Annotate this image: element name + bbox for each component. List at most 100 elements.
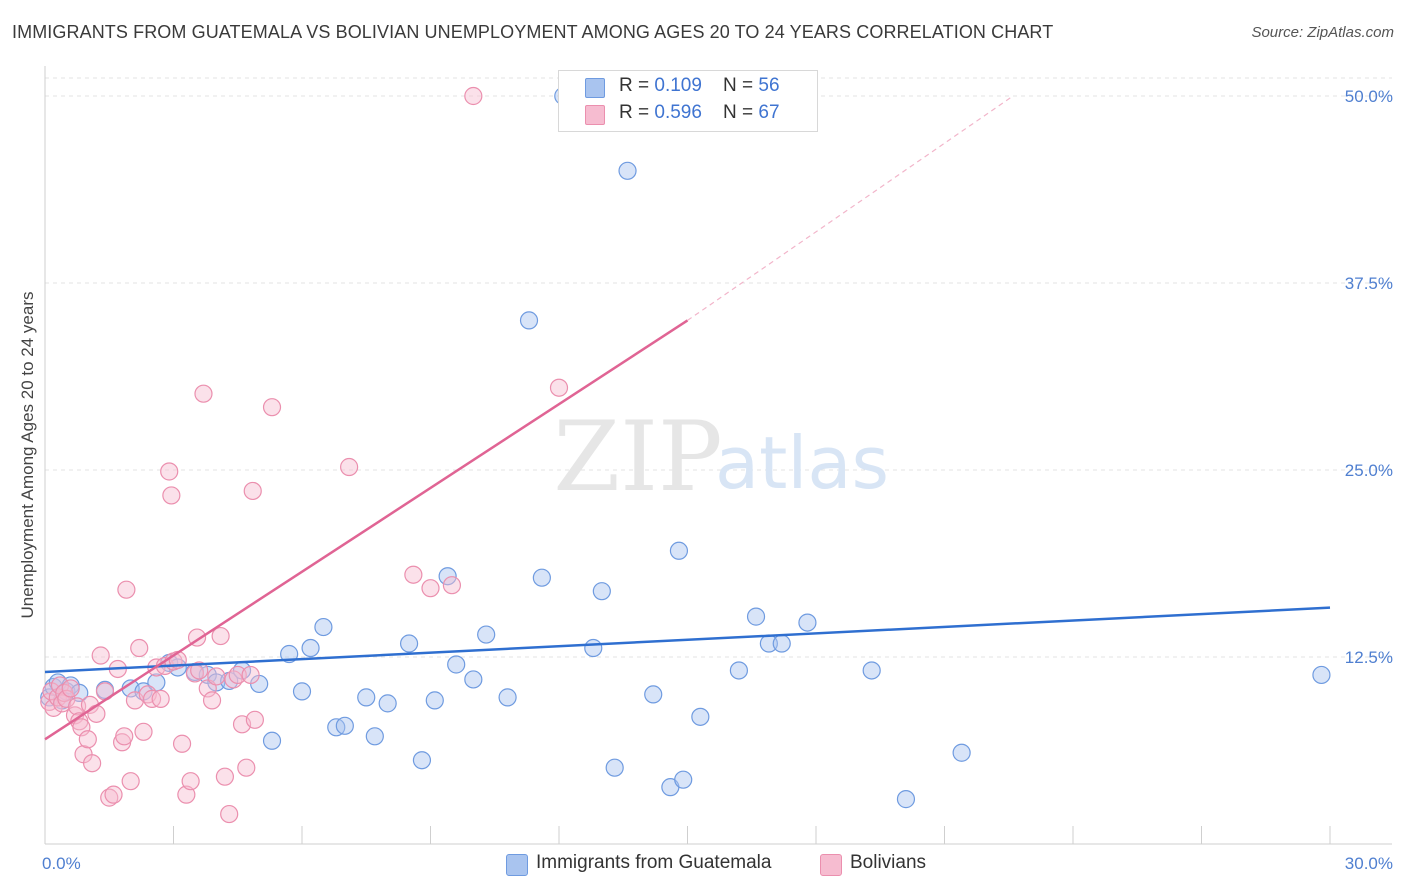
data-point: [399, 634, 419, 653]
data-point: [729, 661, 749, 680]
series-bolivians: [40, 86, 569, 824]
data-point: [605, 758, 624, 777]
data-point: [378, 694, 397, 713]
data-point: [442, 576, 462, 595]
data-point: [644, 685, 663, 704]
x-tick-label: 0.0%: [42, 854, 81, 873]
data-point: [421, 579, 440, 598]
grid-lines: [45, 77, 1392, 658]
trend-lines: [44, 95, 1331, 741]
data-point: [181, 772, 200, 791]
data-point: [115, 727, 134, 746]
data-point: [160, 462, 179, 481]
data-point: [862, 661, 881, 680]
data-point: [669, 541, 689, 560]
data-point: [245, 710, 264, 729]
data-point: [162, 486, 181, 505]
data-point: [194, 384, 213, 403]
data-point: [228, 665, 247, 685]
data-point: [340, 457, 359, 477]
n-value: 56: [758, 75, 780, 96]
x-tick-labels: 0.0% 30.0%: [42, 854, 1393, 873]
data-point: [532, 568, 551, 587]
data-point: [477, 625, 496, 644]
data-point: [357, 688, 376, 707]
y-tick-label: 25.0%: [1345, 461, 1393, 480]
watermark-atlas: atlas: [715, 421, 889, 505]
n-label: N =: [723, 75, 759, 96]
data-point: [211, 626, 230, 646]
watermark-zip: ZIP: [553, 401, 722, 513]
data-point: [104, 785, 123, 804]
y-tick-label: 50.0%: [1345, 87, 1393, 106]
data-point: [301, 638, 320, 658]
data-point: [243, 481, 262, 501]
data-point: [691, 707, 710, 726]
data-point: [202, 691, 222, 710]
data-point: [78, 730, 97, 749]
data-point: [464, 86, 483, 106]
data-point: [117, 580, 136, 599]
legend-label-guatemala: Immigrants from Guatemala: [536, 852, 772, 873]
legend-swatch-bolivians: [820, 854, 842, 876]
data-point: [220, 804, 239, 824]
data-point: [314, 617, 333, 637]
chart-title: IMMIGRANTS FROM GUATEMALA VS BOLIVIAN UN…: [12, 22, 1054, 42]
data-point: [952, 743, 971, 762]
y-axis-label: Unemployment Among Ages 20 to 24 years: [18, 291, 37, 619]
data-point: [44, 698, 63, 717]
data-point: [262, 398, 282, 417]
data-point: [618, 161, 637, 180]
legend-swatch-guatemala: [585, 78, 605, 98]
data-point: [896, 790, 916, 809]
legend-label-bolivians: Bolivians: [850, 852, 927, 873]
trend-line-guatemala: [44, 606, 1331, 674]
x-tick-label: 30.0%: [1345, 854, 1393, 873]
series-legend: Immigrants from Guatemala Bolivians: [0, 852, 1406, 876]
data-point: [674, 770, 693, 789]
data-point: [241, 665, 260, 685]
data-point: [549, 378, 569, 397]
data-point: [177, 785, 196, 804]
data-point: [134, 722, 153, 741]
data-point: [237, 758, 256, 777]
data-point: [190, 661, 209, 680]
data-point: [592, 582, 611, 601]
data-point: [464, 670, 483, 689]
y-tick-labels: 12.5% 25.0% 37.5% 50.0%: [1345, 87, 1393, 667]
data-point: [584, 638, 603, 658]
data-point: [519, 311, 539, 330]
data-point: [746, 607, 766, 626]
legend-swatch-bolivians: [585, 105, 605, 125]
data-point: [262, 731, 282, 750]
data-point: [438, 567, 457, 586]
data-point: [772, 634, 791, 653]
r-value: 0.109: [654, 75, 702, 96]
data-point: [365, 727, 384, 746]
data-point: [172, 734, 192, 753]
r-label: R =: [619, 102, 655, 123]
axes: [44, 66, 1392, 845]
data-point: [57, 689, 76, 708]
data-point: [404, 565, 423, 584]
r-value: 0.596: [654, 102, 702, 123]
y-tick-label: 12.5%: [1345, 648, 1393, 667]
data-point: [335, 716, 354, 735]
legend-swatch-guatemala: [506, 854, 528, 876]
data-point: [498, 688, 517, 707]
data-point: [151, 689, 170, 708]
data-point: [87, 704, 106, 723]
n-label: N =: [723, 102, 759, 123]
n-value: 67: [758, 102, 780, 123]
source-label: Source: ZipAtlas.com: [1251, 24, 1394, 41]
trend-extension-bolivians: [687, 95, 1014, 321]
r-label: R =: [619, 75, 655, 96]
data-point: [292, 682, 312, 701]
data-point: [121, 772, 140, 791]
data-point: [215, 767, 234, 786]
data-point: [207, 667, 226, 686]
y-tick-label: 37.5%: [1345, 274, 1393, 293]
data-point: [798, 613, 817, 632]
data-point: [412, 751, 432, 770]
